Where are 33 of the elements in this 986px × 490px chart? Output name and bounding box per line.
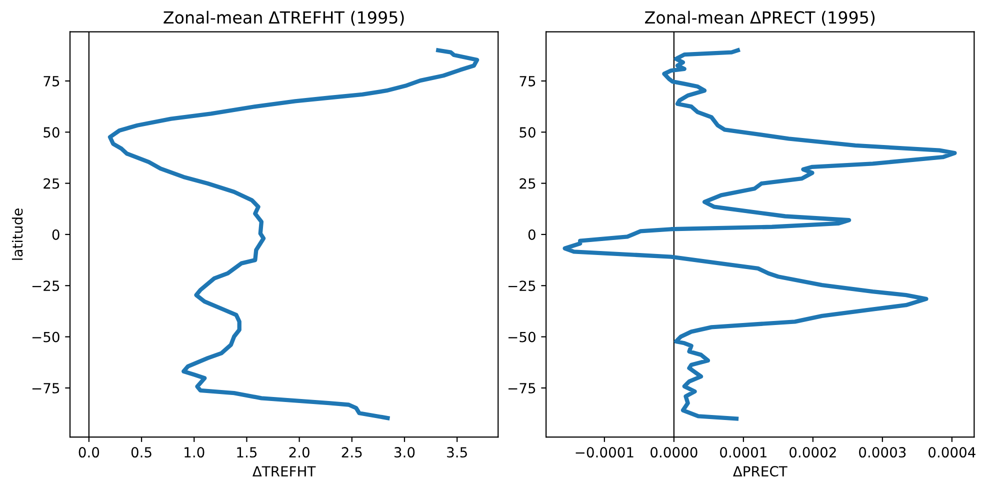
y-axis-title: latitude — [12, 208, 23, 260]
y-tick-label: −50 — [508, 332, 536, 342]
x-axis-title: ΔTREFHT — [252, 466, 316, 476]
y-tick-label: 25 — [520, 178, 536, 189]
x-tick-label: 0.0000 — [650, 447, 698, 458]
y-tick-label: 0 — [528, 229, 536, 240]
x-tick-label: 0.0004 — [928, 447, 976, 458]
x-tick-label: 1.0 — [184, 447, 204, 458]
chart-title: Zonal-mean ΔPRECT (1995) — [645, 10, 875, 26]
y-tick-label: 75 — [44, 76, 60, 86]
x-tick-label: 0.5 — [131, 447, 152, 458]
y-tick-label: 25 — [44, 178, 60, 189]
x-tick-label: 2.5 — [342, 447, 362, 458]
x-tick-label: 0.0001 — [720, 447, 766, 458]
x-axis-title: ΔPRECT — [732, 466, 788, 477]
x-tick-label: 3.0 — [394, 447, 415, 458]
y-tick-label: −75 — [508, 383, 536, 394]
y-tick-label: 75 — [520, 76, 536, 86]
y-tick-label: −75 — [32, 383, 60, 394]
x-tick-label: −0.0001 — [576, 447, 634, 458]
y-tick-label: 0 — [52, 229, 60, 240]
x-tick-label: 1.5 — [237, 447, 257, 458]
y-tick-label: −50 — [32, 332, 60, 342]
x-tick-label: 0.0 — [78, 447, 100, 458]
y-tick-label: 50 — [44, 127, 60, 138]
x-tick-label: 2.0 — [289, 447, 310, 458]
x-tick-label: 0.0002 — [790, 447, 836, 458]
x-tick-label: 3.5 — [447, 447, 467, 458]
chart-title: Zonal-mean ΔTREFHT (1995) — [164, 10, 404, 26]
y-tick-label: 50 — [520, 127, 536, 138]
y-tick-label: −25 — [508, 280, 536, 292]
y-tick-label: −25 — [32, 280, 60, 292]
x-tick-label: 0.0003 — [859, 447, 906, 458]
